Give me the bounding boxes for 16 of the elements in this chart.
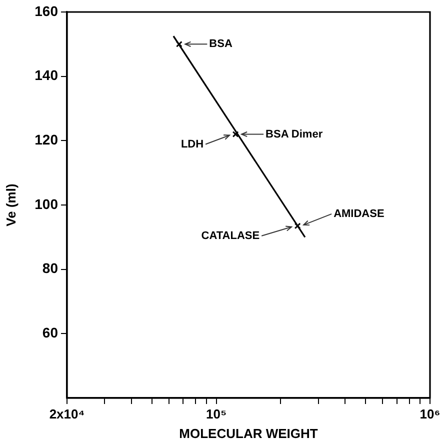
annotation: BSA Dimer (266, 128, 324, 140)
annotation: LDH (180, 138, 204, 150)
y-axis-title: Ve (ml) (3, 184, 18, 226)
x-axis-title: MOLECULAR WEIGHT (179, 426, 318, 441)
y-tick-label: 120 (34, 132, 58, 148)
y-tick-label: 80 (42, 260, 58, 276)
x-tick-label: 2x10⁴ (49, 406, 85, 422)
annotation: AMIDASE (334, 208, 384, 220)
annotation: CATALASE (201, 230, 260, 242)
y-tick-label: 100 (34, 196, 58, 212)
x-tick-label: 10⁵ (206, 406, 227, 422)
y-tick-label: 160 (34, 2, 58, 19)
y-tick-label: 60 (42, 324, 58, 341)
annotation: BSA (209, 38, 232, 50)
x-tick-label: 10⁶ (420, 406, 440, 422)
y-tick-label: 140 (34, 67, 58, 84)
